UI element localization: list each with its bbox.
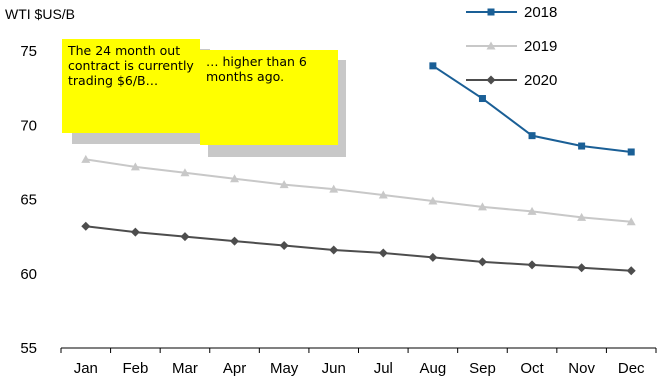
data-point-2018 bbox=[627, 148, 635, 156]
y-tick-label: 65 bbox=[20, 192, 37, 209]
data-point-2020 bbox=[329, 245, 339, 255]
legend-marker bbox=[486, 41, 496, 50]
legend-label: 2020 bbox=[524, 72, 557, 89]
data-point-2018 bbox=[478, 95, 486, 103]
x-tick-label: Sep bbox=[469, 360, 496, 377]
data-point-2020 bbox=[626, 266, 636, 276]
data-point-2020 bbox=[428, 252, 438, 262]
y-tick-label: 60 bbox=[20, 266, 37, 283]
data-point-2020 bbox=[230, 236, 240, 246]
x-tick-label: Apr bbox=[223, 360, 246, 377]
legend: 2018 2019 2020 bbox=[466, 4, 557, 89]
data-point-2020 bbox=[378, 248, 388, 258]
data-point-2019 bbox=[577, 212, 587, 221]
legend-item-2019: 2019 bbox=[466, 38, 557, 55]
x-tick-label: Mar bbox=[172, 360, 198, 377]
x-tick-label: Oct bbox=[520, 360, 544, 377]
data-point-2020 bbox=[527, 260, 537, 270]
x-tick-label: Jul bbox=[374, 360, 393, 377]
legend-label: 2019 bbox=[524, 38, 557, 55]
data-point-2019 bbox=[378, 190, 388, 199]
data-point-2019 bbox=[180, 168, 190, 177]
annotation-2: … higher than 6 months ago. bbox=[200, 50, 338, 145]
data-point-2019 bbox=[130, 162, 140, 171]
data-point-2019 bbox=[329, 184, 339, 193]
annotation-1: The 24 month out contract is currently t… bbox=[62, 39, 200, 133]
data-point-2019 bbox=[626, 217, 636, 226]
data-point-2020 bbox=[180, 232, 190, 242]
y-tick-label: 55 bbox=[20, 340, 37, 357]
x-tick-label: Nov bbox=[568, 360, 595, 377]
data-point-2019 bbox=[81, 154, 91, 163]
data-point-2019 bbox=[428, 196, 438, 205]
x-tick-label: Aug bbox=[420, 360, 447, 377]
x-ticks: Jan Feb Mar Apr May Jun Jul Aug Sep Oct Nov Dec bbox=[74, 360, 645, 377]
series-2019 bbox=[81, 154, 636, 226]
x-tick-label: Jan bbox=[74, 360, 98, 377]
y-axis-title: WTI $US/B bbox=[5, 6, 75, 22]
x-tick-label: Feb bbox=[122, 360, 148, 377]
data-point-2020 bbox=[477, 257, 487, 267]
legend-item-2018: 2018 bbox=[466, 4, 557, 21]
data-point-2018 bbox=[429, 62, 437, 70]
data-point-2020 bbox=[577, 263, 587, 273]
data-point-2019 bbox=[279, 180, 289, 189]
legend-label: 2018 bbox=[524, 4, 557, 21]
y-tick-label: 75 bbox=[20, 43, 37, 60]
series-layer bbox=[81, 62, 636, 276]
legend-item-2020: 2020 bbox=[466, 72, 557, 89]
series-line-2020 bbox=[85, 225, 632, 272]
x-tick-label: Jun bbox=[322, 360, 346, 377]
legend-marker bbox=[486, 75, 496, 85]
series-line-2019 bbox=[85, 158, 632, 223]
data-point-2019 bbox=[477, 202, 487, 211]
x-tick-label: Dec bbox=[618, 360, 645, 377]
data-point-2020 bbox=[81, 221, 91, 231]
x-tick-label: May bbox=[270, 360, 299, 377]
data-point-2019 bbox=[527, 206, 537, 215]
legend-marker bbox=[487, 8, 495, 16]
data-point-2018 bbox=[578, 142, 586, 150]
data-point-2018 bbox=[528, 132, 536, 140]
data-point-2020 bbox=[279, 241, 289, 251]
y-tick-label: 70 bbox=[20, 117, 37, 134]
axes bbox=[60, 347, 657, 353]
data-point-2019 bbox=[230, 174, 240, 183]
series-2018 bbox=[429, 62, 635, 156]
data-point-2020 bbox=[130, 227, 140, 237]
y-ticks: 55 60 65 70 75 bbox=[20, 43, 37, 357]
series-2020 bbox=[81, 221, 636, 276]
